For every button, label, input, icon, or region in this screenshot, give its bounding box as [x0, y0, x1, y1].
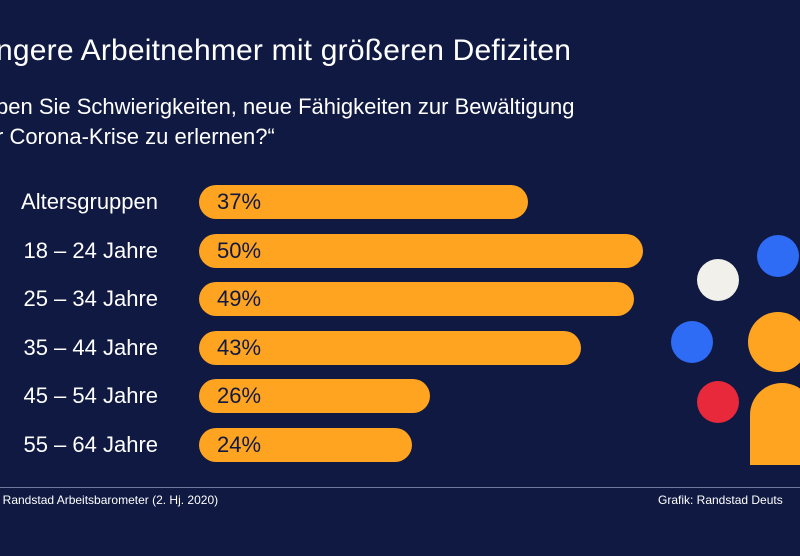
- value-label: 24%: [217, 432, 262, 457]
- bar: [199, 185, 528, 219]
- chart-title: ngere Arbeitnehmer mit größeren Defizite…: [0, 34, 572, 67]
- category-label: 55 – 64 Jahre: [23, 432, 158, 457]
- orange-arch: [750, 383, 800, 465]
- subtitle-line-2: r Corona-Krise zu erlernen?“: [0, 124, 275, 149]
- value-label: 43%: [217, 335, 262, 360]
- category-label: 35 – 44 Jahre: [23, 335, 158, 360]
- bar: [199, 331, 581, 365]
- footer-divider: [0, 487, 800, 488]
- chart-subtitle: ben Sie Schwierigkeiten, neue Fähigkeite…: [0, 92, 574, 152]
- bar-row: 18 – 24 Jahre 50%: [0, 234, 800, 268]
- bar-row: 25 – 34 Jahre 49%: [0, 282, 800, 316]
- bar-row: 45 – 54 Jahre 26%: [0, 379, 800, 413]
- source-note: : Randstad Arbeitsbarometer (2. Hj. 2020…: [0, 493, 219, 507]
- blue-dot-left: [671, 321, 713, 363]
- bar: [199, 379, 430, 413]
- value-label: 37%: [217, 189, 262, 214]
- graphic-credit: Grafik: Randstad Deuts: [658, 493, 783, 507]
- bar-chart: Altersgruppen 37% 18 – 24 Jahre 50% 25 – 34 …: [0, 176, 800, 476]
- orange-dot: [748, 312, 800, 372]
- decorative-dots: [671, 235, 800, 465]
- red-dot: [697, 381, 739, 423]
- bar-row: 55 – 64 Jahre 24%: [0, 428, 800, 462]
- subtitle-line-1: ben Sie Schwierigkeiten, neue Fähigkeite…: [0, 94, 575, 119]
- value-label: 50%: [217, 238, 262, 263]
- blue-dot-top: [757, 235, 799, 277]
- bar-row: Altersgruppen 37%: [0, 185, 800, 219]
- value-label: 49%: [217, 286, 262, 311]
- category-label: Altersgruppen: [21, 189, 158, 214]
- value-label: 26%: [217, 383, 262, 408]
- bar: [199, 234, 643, 268]
- category-label: 18 – 24 Jahre: [23, 238, 158, 263]
- category-label: 25 – 34 Jahre: [23, 286, 158, 311]
- bar: [199, 428, 412, 462]
- category-label: 45 – 54 Jahre: [23, 383, 158, 408]
- bar-row: 35 – 44 Jahre 43%: [0, 331, 800, 365]
- bar: [199, 282, 634, 316]
- white-dot: [697, 259, 739, 301]
